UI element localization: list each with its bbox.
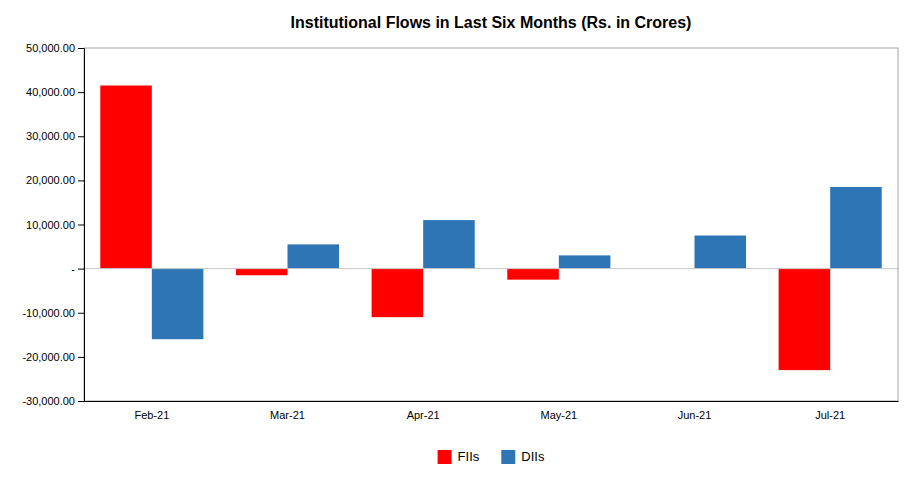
x-tick: Jun-21 xyxy=(678,409,712,421)
bar xyxy=(100,86,152,269)
legend-item: DIIs xyxy=(501,449,545,464)
bar xyxy=(372,269,424,318)
y-tick-label: -30,000.00 xyxy=(22,395,75,407)
x-axis: Feb-21 Mar-21 Apr-21 May-21 Jun-21 Jul-21 xyxy=(85,402,899,421)
y-tick: - xyxy=(71,263,84,275)
y-tick: 30,000.00 xyxy=(26,130,84,142)
x-tick-label: Jul-21 xyxy=(815,409,845,421)
x-tick: Apr-21 xyxy=(407,409,440,421)
x-tick-label: Jun-21 xyxy=(678,409,712,421)
legend-label: DIIs xyxy=(521,449,545,464)
plot: -30,000.00-20,000.00-10,000.00-10,000.00… xyxy=(22,42,898,421)
zero-line xyxy=(84,268,898,269)
y-tick-mark xyxy=(78,401,84,402)
y-tick: 10,000.00 xyxy=(26,219,84,231)
bar xyxy=(779,269,831,370)
y-tick-mark xyxy=(78,313,84,314)
bar xyxy=(830,187,882,269)
bar xyxy=(423,220,475,269)
legend-swatch xyxy=(438,450,452,464)
legend-swatch xyxy=(501,450,515,464)
legend-item: FIIs xyxy=(438,449,480,464)
y-tick: -10,000.00 xyxy=(22,307,84,319)
series xyxy=(100,86,830,371)
bar xyxy=(559,255,611,268)
y-tick-mark xyxy=(78,92,84,93)
title: Institutional Flows in Last Six Months (… xyxy=(291,14,692,31)
y-tick-label: -10,000.00 xyxy=(22,307,75,319)
y-tick-mark xyxy=(78,48,84,49)
bar xyxy=(695,236,747,269)
y-tick-mark xyxy=(78,180,84,181)
y-tick: 40,000.00 xyxy=(26,86,84,98)
legend: FIIs DIIs xyxy=(438,449,545,464)
chart: Institutional Flows in Last Six Months (… xyxy=(0,0,922,479)
x-tick: Feb-21 xyxy=(134,409,169,421)
y-tick: 20,000.00 xyxy=(26,174,84,186)
y-tick-label: - xyxy=(71,263,75,275)
y-tick: 50,000.00 xyxy=(26,42,84,54)
y-tick-mark xyxy=(78,225,84,226)
x-tick: Mar-21 xyxy=(270,409,305,421)
bars xyxy=(100,86,881,371)
x-tick-label: Mar-21 xyxy=(270,409,305,421)
y-tick-label: -20,000.00 xyxy=(22,351,75,363)
x-tick-label: Apr-21 xyxy=(407,409,440,421)
y-tick: -30,000.00 xyxy=(22,395,84,407)
legend-label: FIIs xyxy=(458,449,480,464)
y-axis-line xyxy=(78,49,85,402)
bar xyxy=(236,269,288,276)
y-tick-mark xyxy=(78,269,84,270)
series xyxy=(152,187,882,339)
y-tick-label: 50,000.00 xyxy=(26,42,75,54)
y-tick-label: 20,000.00 xyxy=(26,174,75,186)
y-tick-mark xyxy=(78,136,84,137)
x-tick: Jul-21 xyxy=(815,409,845,421)
x-tick: May-21 xyxy=(540,409,577,421)
y-axis: -30,000.00-20,000.00-10,000.00-10,000.00… xyxy=(22,42,84,407)
x-axis-line xyxy=(85,401,899,402)
bar xyxy=(288,244,340,268)
y-tick: -20,000.00 xyxy=(22,351,84,363)
y-tick-mark xyxy=(78,357,84,358)
bar xyxy=(152,269,204,340)
y-tick-label: 40,000.00 xyxy=(26,86,75,98)
x-tick-label: May-21 xyxy=(540,409,577,421)
y-tick-label: 30,000.00 xyxy=(26,130,75,142)
bar xyxy=(507,269,559,280)
y-tick-label: 10,000.00 xyxy=(26,219,75,231)
plot-frame xyxy=(84,48,898,401)
x-tick-label: Feb-21 xyxy=(134,409,169,421)
